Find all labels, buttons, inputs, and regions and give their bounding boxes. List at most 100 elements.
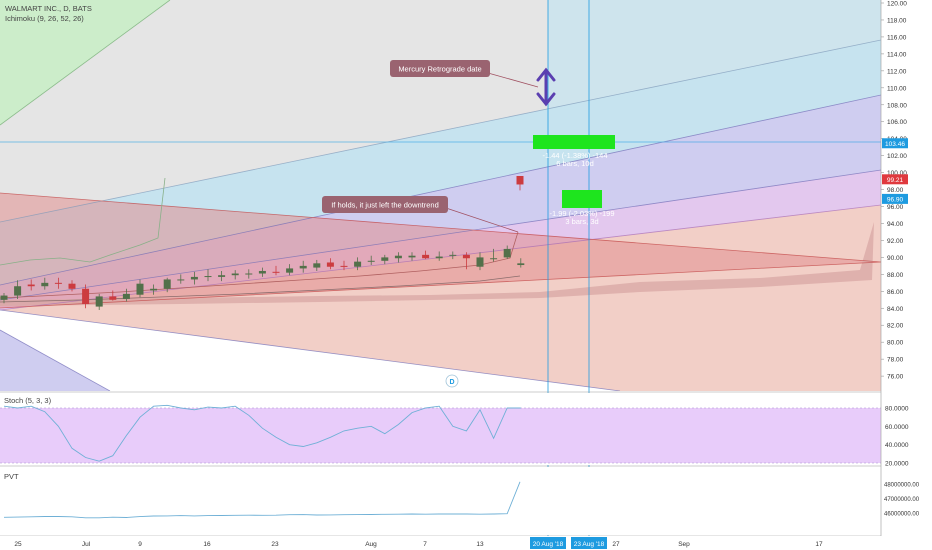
candle-body bbox=[340, 265, 348, 267]
stoch-tick-label: 40.0000 bbox=[885, 442, 909, 449]
candle-body bbox=[313, 263, 321, 268]
candle-body bbox=[381, 257, 389, 261]
time-tick-label: 25 bbox=[14, 541, 22, 548]
downtrend-callout[interactable] bbox=[322, 196, 448, 213]
candle-body bbox=[109, 296, 117, 300]
candle-body bbox=[462, 254, 470, 259]
pvt-pane[interactable]: PVT bbox=[0, 467, 881, 535]
candle-body bbox=[95, 296, 103, 307]
pvt-tick-label: 47000000.00 bbox=[884, 497, 920, 503]
candle-body bbox=[122, 293, 130, 299]
candle-body bbox=[177, 279, 185, 281]
measure1-line1: -1.44 (-1.38%) -144 bbox=[542, 151, 607, 160]
candle-body bbox=[435, 256, 443, 259]
measure2-line2: 3 bars, 3d bbox=[565, 217, 598, 226]
stoch-label: Stoch (5, 3, 3) bbox=[4, 396, 52, 405]
price-badge-label: 96.90 bbox=[887, 196, 904, 203]
candle-body bbox=[449, 254, 457, 256]
downtrend-callout-text: If holds, it just left the downtrend bbox=[331, 201, 439, 210]
stoch-pane[interactable]: Stoch (5, 3, 3) bbox=[0, 393, 881, 465]
candles bbox=[0, 175, 525, 310]
candle-body bbox=[258, 270, 266, 274]
price-tick-label: 112.00 bbox=[887, 68, 907, 75]
price-tick-label: 88.00 bbox=[887, 272, 904, 279]
pvt-label: PVT bbox=[4, 472, 19, 481]
price-tick-label: 118.00 bbox=[887, 17, 907, 24]
price-tick-label: 78.00 bbox=[887, 357, 904, 364]
candle-body bbox=[272, 271, 280, 273]
mercury-callout[interactable] bbox=[390, 60, 490, 77]
measure2-line1: -1.99 (-2.03%) -199 bbox=[549, 209, 614, 218]
price-tick-label: 86.00 bbox=[887, 289, 904, 296]
time-tick-label: 16 bbox=[203, 541, 211, 548]
candle-body bbox=[326, 262, 334, 267]
candle-body bbox=[354, 261, 362, 267]
candle-body bbox=[299, 265, 307, 269]
ichimoku-label[interactable]: Ichimoku (9, 26, 52, 26) bbox=[5, 14, 84, 23]
price-axis[interactable]: 120.00 118.00 116.00 114.00 112.00 110.00 108.… bbox=[880, 0, 932, 536]
price-badge bbox=[882, 138, 908, 149]
price-tick-label: 92.00 bbox=[887, 238, 904, 245]
candle-body bbox=[14, 286, 22, 296]
time-tick-label: 17 bbox=[815, 541, 823, 548]
price-tick-label: 116.00 bbox=[887, 34, 907, 41]
candle-body bbox=[245, 273, 253, 275]
price-badge bbox=[882, 174, 908, 185]
price-tick-label: 84.00 bbox=[887, 306, 904, 313]
pvt-line bbox=[3, 481, 521, 519]
pvt-tick-label: 46000000.00 bbox=[884, 512, 920, 518]
time-tick-label: 9 bbox=[138, 541, 142, 548]
time-tick-label: Aug bbox=[365, 541, 377, 548]
stoch-k-line bbox=[3, 404, 521, 462]
price-tick-label: 108.00 bbox=[887, 102, 907, 109]
candle-body bbox=[422, 254, 430, 259]
candle-body bbox=[136, 283, 144, 295]
candle-body bbox=[54, 282, 62, 284]
measure-tools[interactable] bbox=[533, 135, 615, 208]
candle-body bbox=[408, 255, 416, 258]
time-badge-2 bbox=[571, 537, 607, 549]
measure1-line2: 6 bars, 10d bbox=[556, 159, 594, 168]
double-arrow-icon[interactable] bbox=[536, 67, 556, 107]
candle-body bbox=[68, 283, 76, 289]
mercury-callout-text: Mercury Retrograde date bbox=[398, 65, 481, 74]
drawing-regions bbox=[0, 0, 881, 391]
candle-body bbox=[286, 268, 294, 273]
price-tick-label: 110.00 bbox=[887, 85, 907, 92]
main-pane[interactable] bbox=[0, 0, 881, 391]
candle-body bbox=[150, 288, 158, 291]
time-axis[interactable]: 25 Jul 9 16 23 Aug 7 13 27 Sep 17 20 Aug '18 23 Au… bbox=[0, 536, 932, 550]
price-tick-label: 98.00 bbox=[887, 187, 904, 194]
time-tick-label: 13 bbox=[476, 541, 484, 548]
price-tick-label: 106.00 bbox=[887, 119, 907, 126]
time-tick-label: 27 bbox=[612, 541, 620, 548]
time-badge-1 bbox=[530, 537, 566, 549]
time-tick-label: Sep bbox=[678, 541, 690, 548]
candle-body bbox=[231, 273, 239, 276]
time-tick-label: 7 bbox=[423, 541, 427, 548]
candle-body bbox=[394, 255, 402, 259]
candle-body bbox=[503, 248, 511, 258]
measure-box-2[interactable] bbox=[562, 190, 602, 208]
price-badge bbox=[882, 193, 908, 204]
price-tick-label: 90.00 bbox=[887, 255, 904, 262]
price-tick-label: 114.00 bbox=[887, 51, 907, 58]
price-badge-label: 103.46 bbox=[885, 141, 905, 148]
price-tick-label: 120.00 bbox=[887, 1, 907, 8]
price-badges: 103.46 99.21 96.90 bbox=[882, 138, 908, 204]
pvt-tick-label: 48000000.00 bbox=[884, 483, 920, 489]
candle-body bbox=[204, 276, 212, 278]
price-tick-label: 96.00 bbox=[887, 204, 904, 211]
price-ticks: 120.00 118.00 116.00 114.00 112.00 110.00 108.… bbox=[881, 1, 907, 381]
price-tick-label: 100.00 bbox=[887, 170, 907, 177]
mercury-callout-pointer bbox=[487, 72, 539, 88]
time-tick-label: Jul bbox=[82, 541, 91, 548]
symbol-title[interactable]: WALMART INC., D, BATS bbox=[5, 4, 92, 13]
measure-box-1[interactable] bbox=[533, 135, 615, 149]
price-tick-label: 82.00 bbox=[887, 323, 904, 330]
stoch-tick-label: 60.0000 bbox=[885, 424, 909, 431]
price-tick-label: 80.00 bbox=[887, 340, 904, 347]
candle-body bbox=[82, 288, 90, 305]
time-badge-2-text: 23 Aug '18 bbox=[574, 541, 605, 548]
